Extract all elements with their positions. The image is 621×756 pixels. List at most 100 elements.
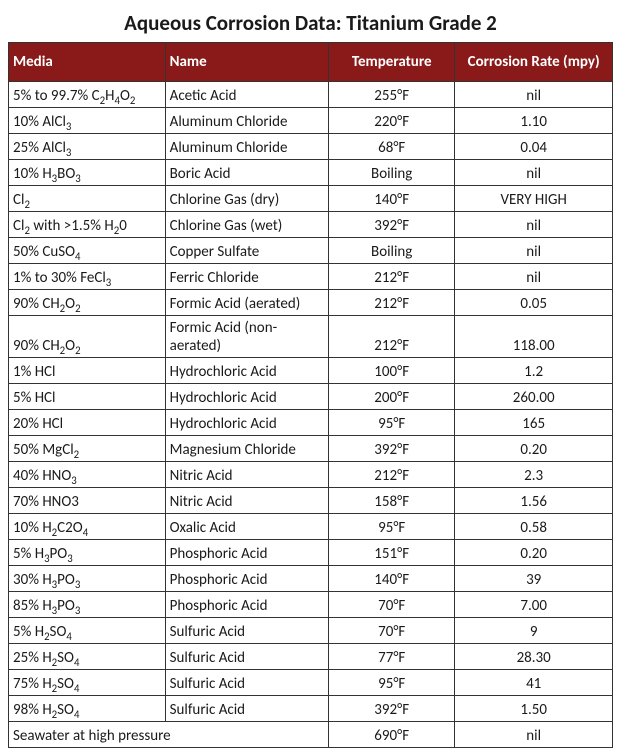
- table-row: 75% H2SO4Sulfuric Acid95°F41: [9, 670, 613, 696]
- table-row: 50% CuSO4Copper SulfateBoilingnil: [9, 238, 613, 264]
- cell-rate: 0.20: [455, 540, 613, 566]
- table-row: 90% CH2O2Formic Acid (aerated)212°F0.05: [9, 290, 613, 316]
- cell-name: Phosphoric Acid: [165, 566, 328, 592]
- cell-name: Sulfuric Acid: [165, 696, 328, 722]
- cell-name: Sulfuric Acid: [165, 670, 328, 696]
- table-row: 1% HClHydrochloric Acid100°F1.2: [9, 358, 613, 384]
- cell-rate: nil: [455, 212, 613, 238]
- cell-media-name-merged: Seawater at high pressure: [9, 722, 329, 748]
- cell-name: Chlorine Gas (dry): [165, 186, 328, 212]
- table-row: 5% HClHydrochloric Acid200°F260.00: [9, 384, 613, 410]
- cell-temperature: 95°F: [329, 410, 455, 436]
- table-row: Seawater at high pressure690°Fnil: [9, 722, 613, 748]
- cell-name: Hydrochloric Acid: [165, 358, 328, 384]
- cell-rate: 9: [455, 618, 613, 644]
- cell-name: Copper Sulfate: [165, 238, 328, 264]
- cell-rate: 1.10: [455, 108, 613, 134]
- cell-temperature: 212°F: [329, 290, 455, 316]
- cell-temperature: 68°F: [329, 134, 455, 160]
- cell-rate: 0.20: [455, 436, 613, 462]
- col-header-temperature: Temperature: [329, 43, 455, 82]
- cell-rate: 39: [455, 566, 613, 592]
- cell-media: 25% H2SO4: [9, 644, 166, 670]
- cell-rate: 41: [455, 670, 613, 696]
- table-row: 98% H2SO4Sulfuric Acid392°F1.50: [9, 696, 613, 722]
- cell-media: 20% HCl: [9, 410, 166, 436]
- cell-rate: nil: [455, 722, 613, 748]
- table-row: 5% to 99.7% C2H4O2Acetic Acid255°Fnil: [9, 82, 613, 108]
- cell-temperature: 392°F: [329, 696, 455, 722]
- table-row: 10% H2C2O4Oxalic Acid95°F0.58: [9, 514, 613, 540]
- cell-name: Formic Acid (non-aerated): [165, 316, 328, 358]
- cell-media: 10% H2C2O4: [9, 514, 166, 540]
- cell-temperature: 158°F: [329, 488, 455, 514]
- corrosion-table: Media Name Temperature Corrosion Rate (m…: [8, 42, 613, 748]
- table-row: 90% CH2O2Formic Acid (non-aerated)212°F1…: [9, 316, 613, 358]
- cell-rate: VERY HIGH: [455, 186, 613, 212]
- cell-temperature: 212°F: [329, 462, 455, 488]
- cell-media: 50% CuSO4: [9, 238, 166, 264]
- cell-temperature: 140°F: [329, 566, 455, 592]
- cell-media: 1% HCl: [9, 358, 166, 384]
- cell-name: Boric Acid: [165, 160, 328, 186]
- cell-name: Oxalic Acid: [165, 514, 328, 540]
- cell-rate: 165: [455, 410, 613, 436]
- cell-name: Nitric Acid: [165, 488, 328, 514]
- cell-name: Sulfuric Acid: [165, 644, 328, 670]
- cell-rate: 1.50: [455, 696, 613, 722]
- table-row: 25% H2SO4Sulfuric Acid77°F28.30: [9, 644, 613, 670]
- cell-temperature: 70°F: [329, 592, 455, 618]
- cell-temperature: 95°F: [329, 670, 455, 696]
- cell-temperature: 392°F: [329, 212, 455, 238]
- cell-name: Acetic Acid: [165, 82, 328, 108]
- col-header-rate: Corrosion Rate (mpy): [455, 43, 613, 82]
- cell-media: 5% H2SO4: [9, 618, 166, 644]
- cell-rate: nil: [455, 264, 613, 290]
- cell-media: 90% CH2O2: [9, 316, 166, 358]
- cell-name: Phosphoric Acid: [165, 592, 328, 618]
- cell-media: 70% HNO3: [9, 488, 166, 514]
- cell-temperature: 220°F: [329, 108, 455, 134]
- cell-name: Ferric Chloride: [165, 264, 328, 290]
- cell-name: Aluminum Chloride: [165, 108, 328, 134]
- cell-media: 5% H3PO3: [9, 540, 166, 566]
- table-row: 40% HNO3Nitric Acid212°F2.3: [9, 462, 613, 488]
- cell-name: Hydrochloric Acid: [165, 410, 328, 436]
- cell-temperature: 140°F: [329, 186, 455, 212]
- cell-name: Sulfuric Acid: [165, 618, 328, 644]
- cell-temperature: 100°F: [329, 358, 455, 384]
- cell-rate: 28.30: [455, 644, 613, 670]
- cell-rate: 118.00: [455, 316, 613, 358]
- cell-rate: 1.2: [455, 358, 613, 384]
- cell-name: Aluminum Chloride: [165, 134, 328, 160]
- cell-temperature: 95°F: [329, 514, 455, 540]
- cell-temperature: Boiling: [329, 238, 455, 264]
- cell-media: 85% H3PO3: [9, 592, 166, 618]
- cell-rate: 7.00: [455, 592, 613, 618]
- cell-media: 1% to 30% FeCl3: [9, 264, 166, 290]
- table-row: 85% H3PO3Phosphoric Acid70°F7.00: [9, 592, 613, 618]
- table-row: 20% HClHydrochloric Acid95°F165: [9, 410, 613, 436]
- cell-media: 5% HCl: [9, 384, 166, 410]
- table-body: 5% to 99.7% C2H4O2Acetic Acid255°Fnil 10%…: [9, 82, 613, 748]
- cell-temperature: 151°F: [329, 540, 455, 566]
- cell-name: Phosphoric Acid: [165, 540, 328, 566]
- cell-temperature: Boiling: [329, 160, 455, 186]
- table-row: 70% HNO3Nitric Acid158°F1.56: [9, 488, 613, 514]
- cell-temperature: 690°F: [329, 722, 455, 748]
- cell-temperature: 200°F: [329, 384, 455, 410]
- cell-temperature: 70°F: [329, 618, 455, 644]
- cell-name: Hydrochloric Acid: [165, 384, 328, 410]
- cell-rate: 2.3: [455, 462, 613, 488]
- cell-media: 5% to 99.7% C2H4O2: [9, 82, 166, 108]
- table-row: Cl2 with >1.5% H20Chlorine Gas (wet)392°…: [9, 212, 613, 238]
- cell-rate: nil: [455, 238, 613, 264]
- cell-media: 10% H3BO3: [9, 160, 166, 186]
- table-row: Cl2Chlorine Gas (dry)140°FVERY HIGH: [9, 186, 613, 212]
- cell-rate: 0.58: [455, 514, 613, 540]
- cell-temperature: 392°F: [329, 436, 455, 462]
- col-header-media: Media: [9, 43, 166, 82]
- cell-temperature: 77°F: [329, 644, 455, 670]
- cell-name: Nitric Acid: [165, 462, 328, 488]
- header-row: Media Name Temperature Corrosion Rate (m…: [9, 43, 613, 82]
